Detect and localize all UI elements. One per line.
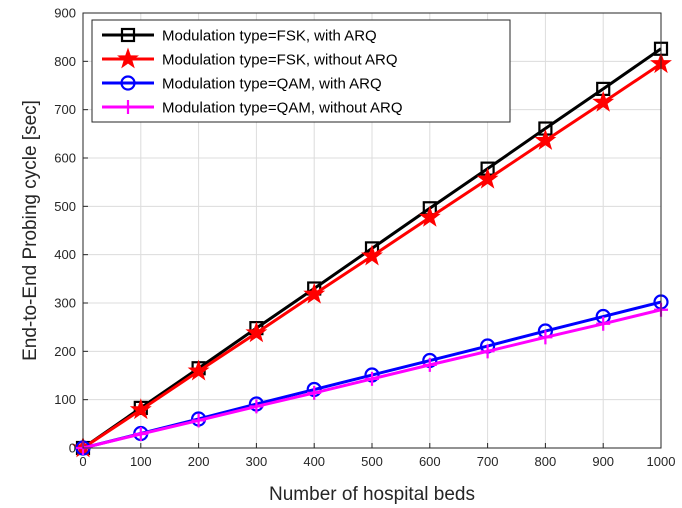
legend-label: Modulation type=FSK, without ARQ: [162, 52, 398, 69]
legend-marker: [120, 75, 136, 91]
y-tick-label: 900: [54, 6, 76, 21]
x-tick-label: 400: [303, 454, 325, 469]
data-point: [187, 359, 210, 381]
y-tick-label: 500: [54, 199, 76, 214]
legend-item: Modulation type=FSK, without ARQ: [102, 47, 398, 69]
data-point: [129, 398, 152, 420]
y-tick-label: 300: [54, 296, 76, 311]
x-tick-label: 100: [130, 454, 152, 469]
y-tick-label: 800: [54, 54, 76, 69]
x-tick-label: 0: [79, 454, 86, 469]
data-point: [133, 426, 148, 441]
x-tick-label: 300: [246, 454, 268, 469]
y-axis-label: End-to-End Probing cycle [sec]: [20, 100, 41, 361]
data-point: [596, 316, 611, 331]
data-point: [422, 357, 437, 372]
series-layer: [72, 41, 672, 458]
x-tick-label: 200: [188, 454, 210, 469]
y-tick-label: 700: [54, 102, 76, 117]
data-point: [534, 129, 557, 150]
data-point: [480, 344, 495, 359]
y-tick-label: 400: [54, 247, 76, 262]
data-point: [592, 90, 615, 112]
x-tick-label: 800: [535, 454, 557, 469]
legend: Modulation type=FSK, with ARQ Modulation …: [91, 19, 511, 123]
legend-marker: [120, 27, 136, 43]
data-point: [191, 413, 206, 428]
x-axis-label: Number of hospital beds: [269, 484, 475, 505]
y-tick-label: 0: [69, 441, 76, 456]
x-tick-label: 700: [477, 454, 499, 469]
data-point: [245, 321, 268, 343]
legend-label: Modulation type=QAM, without ARQ: [162, 100, 403, 117]
data-point: [303, 282, 326, 304]
legend-marker: [117, 47, 139, 69]
legend-item: Modulation type=QAM, without ARQ: [102, 100, 403, 117]
data-point: [307, 385, 322, 400]
data-point: [361, 244, 383, 266]
series-4: [76, 302, 668, 455]
legend-label: Modulation type=QAM, with ARQ: [162, 76, 382, 93]
legend-box: [91, 19, 511, 123]
data-point: [249, 399, 264, 414]
legend-item: Modulation type=QAM, with ARQ: [102, 75, 382, 93]
data-point: [418, 205, 441, 227]
tick-labels: 0 100 200 300 400 500 600 700 800 900 1000 0 100 200 3…: [54, 6, 675, 470]
data-point: [476, 167, 499, 189]
y-tick-label: 200: [54, 344, 76, 359]
legend-marker: [121, 100, 135, 114]
x-tick-label: 500: [361, 454, 383, 469]
data-point: [365, 371, 379, 386]
legend-item: Modulation type=FSK, with ARQ: [102, 28, 377, 45]
y-tick-label: 600: [54, 151, 76, 166]
data-point: [538, 330, 553, 345]
x-tick-label: 1000: [647, 454, 676, 469]
x-tick-label: 900: [592, 454, 614, 469]
legend-label: Modulation type=FSK, with ARQ: [162, 28, 377, 45]
x-tick-label: 600: [419, 454, 441, 469]
y-tick-label: 100: [54, 392, 76, 407]
